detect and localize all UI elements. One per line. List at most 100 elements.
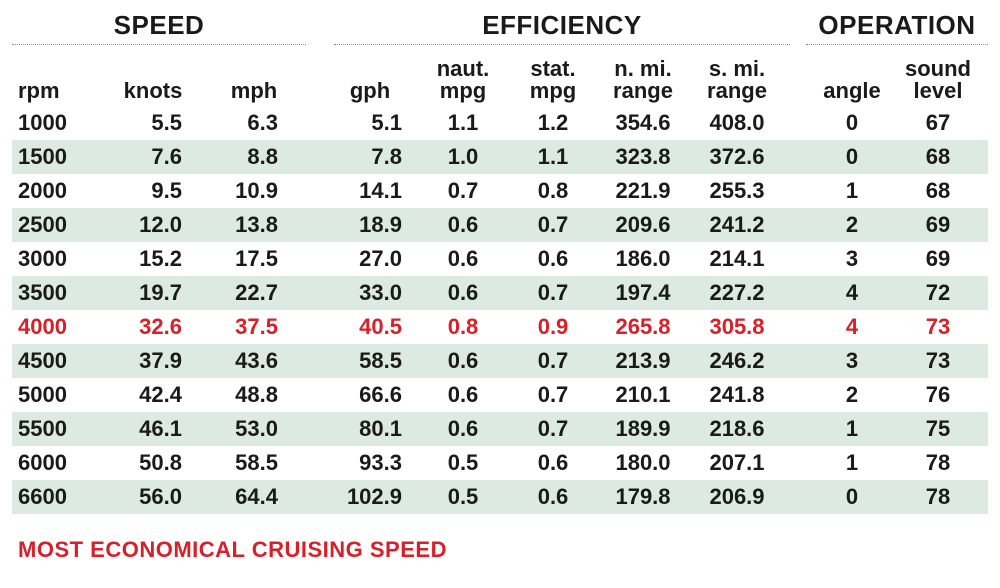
column-header-line2: gph (349, 78, 391, 103)
group-rule-operation (806, 44, 988, 45)
cell-gph: 18.9 (359, 212, 402, 237)
cell-gph: 80.1 (359, 416, 402, 441)
column-header-line2: range (707, 78, 767, 103)
cell-stat-mpg: 0.6 (537, 246, 569, 271)
cell-smi-range: 241.8 (709, 382, 765, 407)
cell-gph: 93.3 (359, 450, 402, 475)
column-header-line2: range (613, 78, 673, 103)
cell-gph: 5.1 (371, 110, 402, 135)
cell-mph: 8.8 (247, 144, 278, 169)
cell-rpm: 4000 (18, 314, 67, 339)
cell-mph: 43.6 (235, 348, 278, 373)
cell-angle: 2 (845, 382, 859, 407)
cell-stat-mpg: 0.7 (537, 382, 569, 407)
cell-mph: 13.8 (235, 212, 278, 237)
table-row: 3000 15.2 17.5 27.0 0.6 0.6 186.0 214.1 3 69 (12, 242, 988, 276)
cell-knots: 46.1 (139, 416, 182, 441)
cell-knots: 15.2 (139, 246, 182, 271)
cell-stat-mpg: 1.2 (537, 110, 569, 135)
column-header-rpm: rpm (18, 50, 88, 102)
cell-stat-mpg: 0.6 (537, 484, 569, 509)
cell-sound-level: 73 (925, 348, 951, 373)
cell-gph: 58.5 (359, 348, 402, 373)
cell-angle: 1 (845, 416, 859, 441)
column-header-line2: rpm (18, 78, 60, 103)
cell-nmi-range: 221.9 (615, 178, 671, 203)
cell-knots: 37.9 (139, 348, 182, 373)
cell-sound-level: 78 (925, 484, 951, 509)
column-header-line1: stat. (530, 56, 576, 81)
cell-angle: 2 (845, 212, 859, 237)
cell-knots: 9.5 (151, 178, 182, 203)
cell-naut-mpg: 0.6 (447, 280, 479, 305)
performance-table-body: 1000 5.5 6.3 5.1 1.1 1.2 354.6 408.0 0 67 1500 7.6 8… (12, 106, 988, 514)
cell-knots: 42.4 (139, 382, 182, 407)
cell-gph: 7.8 (371, 144, 402, 169)
cell-stat-mpg: 0.7 (537, 280, 569, 305)
cell-nmi-range: 179.8 (615, 484, 671, 509)
cell-naut-mpg: 0.5 (447, 450, 479, 475)
column-header-mph: mph (216, 50, 292, 102)
group-rule-efficiency (334, 44, 790, 45)
cell-smi-range: 255.3 (709, 178, 765, 203)
cell-mph: 17.5 (235, 246, 278, 271)
cell-knots: 5.5 (151, 110, 182, 135)
cell-stat-mpg: 0.8 (537, 178, 569, 203)
table-row: 1000 5.5 6.3 5.1 1.1 1.2 354.6 408.0 0 67 (12, 106, 988, 140)
cell-smi-range: 214.1 (709, 246, 765, 271)
cell-knots: 12.0 (139, 212, 182, 237)
cell-stat-mpg: 0.7 (537, 212, 569, 237)
column-header-gph: gph (336, 50, 404, 102)
cell-smi-range: 241.2 (709, 212, 765, 237)
cell-angle: 0 (845, 110, 859, 135)
group-title-efficiency: EFFICIENCY (482, 10, 642, 40)
cell-naut-mpg: 0.7 (447, 178, 479, 203)
cell-angle: 1 (845, 450, 859, 475)
column-header-knots: knots (110, 50, 196, 102)
cell-rpm: 5000 (18, 382, 67, 407)
column-header-angle: angle (812, 50, 892, 102)
column-header-nmi-range: n. mi. range (600, 50, 686, 102)
cell-stat-mpg: 1.1 (537, 144, 569, 169)
column-header-line1: n. mi. (614, 56, 672, 81)
cell-naut-mpg: 0.6 (447, 348, 479, 373)
cell-knots: 7.6 (151, 144, 182, 169)
cell-sound-level: 78 (925, 450, 951, 475)
column-header-stat-mpg: stat. mpg (514, 50, 592, 102)
cell-nmi-range: 210.1 (615, 382, 671, 407)
cell-sound-level: 73 (925, 314, 951, 339)
cell-angle: 3 (845, 246, 859, 271)
cell-nmi-range: 180.0 (615, 450, 671, 475)
cell-nmi-range: 265.8 (615, 314, 671, 339)
cell-gph: 66.6 (359, 382, 402, 407)
cell-naut-mpg: 1.1 (447, 110, 479, 135)
cell-naut-mpg: 1.0 (447, 144, 479, 169)
cell-sound-level: 68 (925, 144, 951, 169)
table-row: 1500 7.6 8.8 7.8 1.0 1.1 323.8 372.6 0 68 (12, 140, 988, 174)
cell-rpm: 6600 (18, 484, 67, 509)
table-row: 2000 9.5 10.9 14.1 0.7 0.8 221.9 255.3 1 68 (12, 174, 988, 208)
cell-angle: 1 (845, 178, 859, 203)
column-header-naut-mpg: naut. mpg (424, 50, 502, 102)
cell-smi-range: 305.8 (709, 314, 765, 339)
column-header-line2: knots (123, 78, 183, 103)
cell-mph: 10.9 (235, 178, 278, 203)
cell-naut-mpg: 0.8 (447, 314, 479, 339)
cell-stat-mpg: 0.7 (537, 416, 569, 441)
cell-smi-range: 206.9 (709, 484, 765, 509)
cell-mph: 22.7 (235, 280, 278, 305)
cell-smi-range: 207.1 (709, 450, 765, 475)
cell-smi-range: 372.6 (709, 144, 765, 169)
cell-naut-mpg: 0.6 (447, 246, 479, 271)
cell-gph: 14.1 (359, 178, 402, 203)
cell-mph: 58.5 (235, 450, 278, 475)
cell-rpm: 3500 (18, 280, 67, 305)
cell-angle: 4 (845, 280, 859, 305)
cell-angle: 3 (845, 348, 859, 373)
column-header-smi-range: s. mi. range (694, 50, 780, 102)
cell-gph: 33.0 (359, 280, 402, 305)
cell-rpm: 5500 (18, 416, 67, 441)
cell-sound-level: 67 (925, 110, 951, 135)
column-header-line1: s. mi. (708, 56, 766, 81)
table-row: 6000 50.8 58.5 93.3 0.5 0.6 180.0 207.1 1 78 (12, 446, 988, 480)
